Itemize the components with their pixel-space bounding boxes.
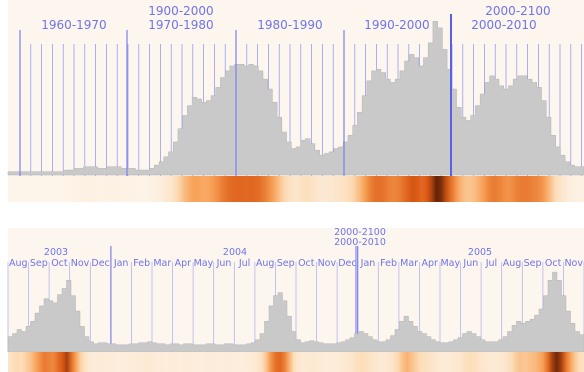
detail-month-label: Aug bbox=[256, 258, 275, 269]
overview-tick-label: 2000-2010 bbox=[471, 18, 536, 32]
detail-month-label: Apr bbox=[175, 258, 192, 269]
detail-month-label: Jul bbox=[238, 258, 250, 269]
overview-tick-label: 1980-1990 bbox=[257, 18, 322, 32]
detail-month-label: Nov bbox=[71, 258, 90, 269]
detail-center-label: 2000-2100 bbox=[334, 227, 386, 238]
detail-month-label: Jul bbox=[485, 258, 497, 269]
detail-month-label: Dec bbox=[91, 258, 109, 269]
overview-heat-strip bbox=[8, 176, 584, 202]
detail-month-label: Oct bbox=[545, 258, 562, 269]
overview-tick-labels: 1960-1970 1970-1980 1980-1990 1990-2000 2000… bbox=[41, 4, 550, 32]
detail-heat-strip bbox=[8, 352, 584, 372]
overview-tick-label: 1960-1970 bbox=[41, 18, 106, 32]
detail-month-label: Oct bbox=[51, 258, 68, 269]
overview-top-label: 1900-2000 bbox=[148, 4, 213, 18]
detail-year-label: 2005 bbox=[468, 247, 492, 258]
detail-month-label: Feb bbox=[380, 258, 397, 269]
detail-month-label: Aug bbox=[9, 258, 28, 269]
detail-month-label: Nov bbox=[318, 258, 337, 269]
detail-month-label: Jun bbox=[462, 258, 478, 269]
detail-month-label: Sep bbox=[30, 258, 48, 269]
overview-tick-label: 1970-1980 bbox=[148, 18, 213, 32]
detail-month-label: Jan bbox=[113, 258, 129, 269]
detail-month-label: May bbox=[440, 258, 460, 269]
detail-center-label: 2000-2010 bbox=[334, 237, 386, 248]
detail-month-label: Nov bbox=[564, 258, 583, 269]
detail-month-label: Sep bbox=[277, 258, 295, 269]
detail-month-label: Mar bbox=[153, 258, 171, 269]
detail-year-label: 2004 bbox=[223, 247, 247, 258]
overview-tick-label: 1990-2000 bbox=[364, 18, 429, 32]
detail-area-series bbox=[7, 271, 584, 353]
overview-area-series bbox=[7, 21, 584, 176]
detail-month-label: May bbox=[194, 258, 214, 269]
overview-top-right-label: 2000-2100 bbox=[485, 4, 550, 18]
detail-month-label: Sep bbox=[524, 258, 542, 269]
detail-month-label: Jan bbox=[360, 258, 376, 269]
month-detail-chart[interactable]: Aug Sep Oct Nov Dec Jan Feb Mar Apr May Jun Jul Aug S… bbox=[7, 227, 584, 372]
detail-month-label: Feb bbox=[133, 258, 150, 269]
detail-month-label: Apr bbox=[421, 258, 438, 269]
detail-month-label: Mar bbox=[400, 258, 418, 269]
detail-month-label: Jun bbox=[216, 258, 232, 269]
detail-year-label: 2003 bbox=[44, 247, 68, 258]
detail-month-label: Aug bbox=[503, 258, 522, 269]
decade-overview-chart[interactable]: 1960-1970 1970-1980 1980-1990 1990-2000 2000… bbox=[7, 0, 584, 202]
detail-tick-labels: Aug Sep Oct Nov Dec Jan Feb Mar Apr May Jun Jul Aug S… bbox=[9, 227, 583, 269]
overview-decade-dividers bbox=[19, 14, 452, 176]
detail-month-label: Oct bbox=[298, 258, 315, 269]
detail-month-label: Dec bbox=[338, 258, 356, 269]
